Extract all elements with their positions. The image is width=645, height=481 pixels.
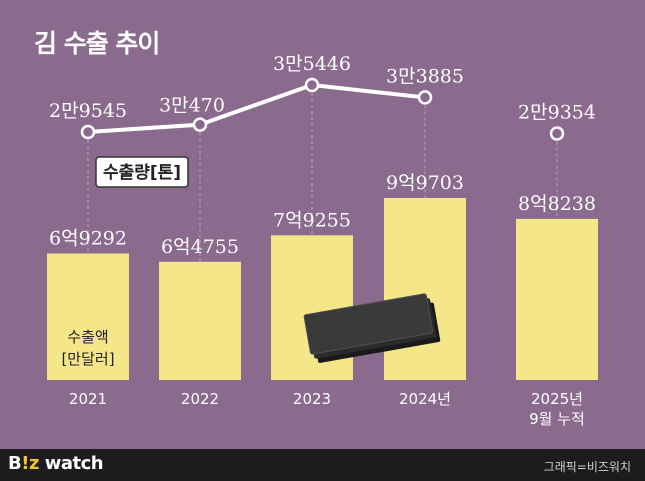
line-point (549, 126, 565, 141)
x-tick-label: 2021 (69, 390, 107, 408)
x-tick-label: 2022 (181, 390, 219, 408)
line-value-label: 2만9545 (49, 100, 127, 122)
line-value-labels: 2만9545 3만470 3만5446 3만3885 2만9354 (49, 53, 596, 124)
bar-series (47, 198, 598, 380)
bar (47, 253, 129, 380)
bar-value-label: 9억9703 (386, 172, 464, 194)
line-point (304, 77, 320, 93)
bar-series-label-line: [만달러] (61, 350, 114, 368)
bar (384, 198, 466, 380)
line-path (87, 83, 426, 134)
line-point (192, 117, 208, 132)
seaweed-sheets-illustration (303, 293, 441, 363)
line-series-label: 수출량[톤] (95, 156, 189, 188)
footer-bar: B!z watch 그래픽=비즈워치 (0, 449, 645, 481)
x-tick-label: 2023 (293, 390, 331, 408)
line-point (80, 124, 96, 140)
line-value-label: 3만3885 (386, 65, 464, 87)
line-point (417, 90, 433, 105)
line-series-name: 수출량[톤] (103, 163, 181, 183)
line-value-label: 2만9354 (518, 102, 596, 124)
chart-title: 김 수출 추이 (34, 29, 160, 58)
x-tick-label: 2024년 (399, 390, 451, 408)
line-series (80, 77, 565, 141)
line-value-label: 3만470 (159, 95, 225, 117)
x-axis-labels: 2021 2022 2023 2024년 2025년 9월 누적 (69, 390, 585, 428)
bar-value-label: 7억9255 (273, 209, 351, 231)
bar-value-labels: 6억9292 6억4755 7억9255 9억9703 8억8238 (49, 172, 596, 258)
line-value-label: 3만5446 (273, 53, 351, 75)
x-tick-label: 9월 누적 (529, 410, 585, 428)
bar (516, 218, 598, 380)
x-tick-label: 2025년 (531, 390, 583, 408)
bar-series-label-line: 수출액 (67, 328, 108, 346)
graphic-credit: 그래픽=비즈워치 (543, 460, 631, 474)
brand-logo: B!z watch (8, 453, 104, 474)
guide-lines (87, 93, 558, 262)
chart-svg: 6억9292 6억4755 7억9255 9억9703 8억8238 2만9545 3만4… (47, 53, 598, 428)
bar-value-label: 6억4755 (161, 236, 239, 258)
bar-value-label: 8억8238 (518, 193, 596, 215)
bar-series-label: 수출액 [만달러] (61, 328, 114, 368)
bar-value-label: 6억9292 (49, 228, 127, 250)
bar (159, 261, 241, 380)
